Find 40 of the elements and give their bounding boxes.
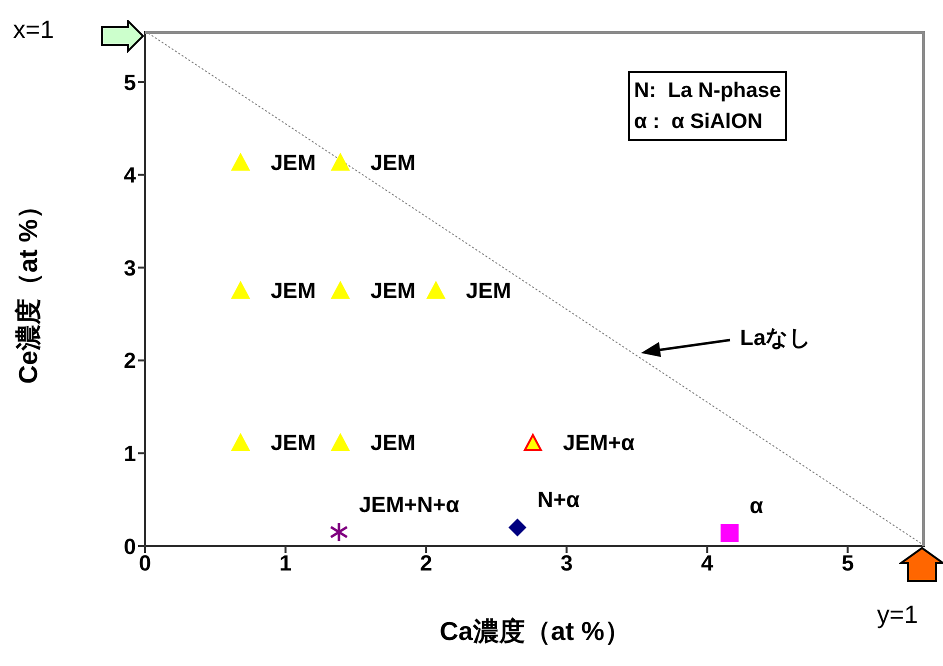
y-tick-label: 1 <box>124 441 136 466</box>
annotation: JEM <box>270 278 316 304</box>
point <box>331 154 350 171</box>
y-tick-label: 3 <box>124 255 136 280</box>
point <box>720 524 739 542</box>
point <box>232 434 250 451</box>
y-tick-label: 2 <box>124 348 136 374</box>
annotation: JEM+N+α <box>358 492 460 518</box>
point <box>426 282 445 299</box>
point <box>524 434 542 451</box>
y-axis-title: Ce濃度（at %） <box>13 193 44 384</box>
point <box>331 282 350 299</box>
annotation: N: La N-phase <box>634 78 782 104</box>
point <box>232 282 250 299</box>
annotation: N+α <box>537 487 580 514</box>
annotation: Laなし <box>740 325 812 351</box>
x-tick-label: 5 <box>842 550 854 576</box>
annotation: α : α SiAlON <box>634 109 764 135</box>
x-tick-label: 2 <box>420 550 432 576</box>
annotation: JEM <box>370 150 416 176</box>
text: y=1 <box>877 601 918 629</box>
annotation: JEM <box>370 430 416 456</box>
annotation: JEM <box>370 278 416 304</box>
note-box: N: La N-phase α : α SiAlON <box>628 71 788 141</box>
annotation: α <box>750 493 764 519</box>
x-tick-label: 3 <box>560 550 573 576</box>
x-tick-label: 1 <box>279 550 292 576</box>
y-tick-label: 5 <box>124 70 136 95</box>
x-axis-title: Ca濃度（at %） <box>440 616 630 646</box>
y-tick-label: 0 <box>124 534 136 559</box>
annotation: JEM+α <box>562 430 634 456</box>
x-tick-label: 4 <box>701 550 714 576</box>
y-tick-label: 4 <box>124 162 137 188</box>
annotation: JEM <box>270 430 316 456</box>
point <box>331 434 350 451</box>
point <box>232 154 250 171</box>
annotation: JEM <box>270 150 316 176</box>
text: x=1 <box>13 16 54 44</box>
point <box>508 518 526 536</box>
annotation: JEM <box>466 278 512 304</box>
